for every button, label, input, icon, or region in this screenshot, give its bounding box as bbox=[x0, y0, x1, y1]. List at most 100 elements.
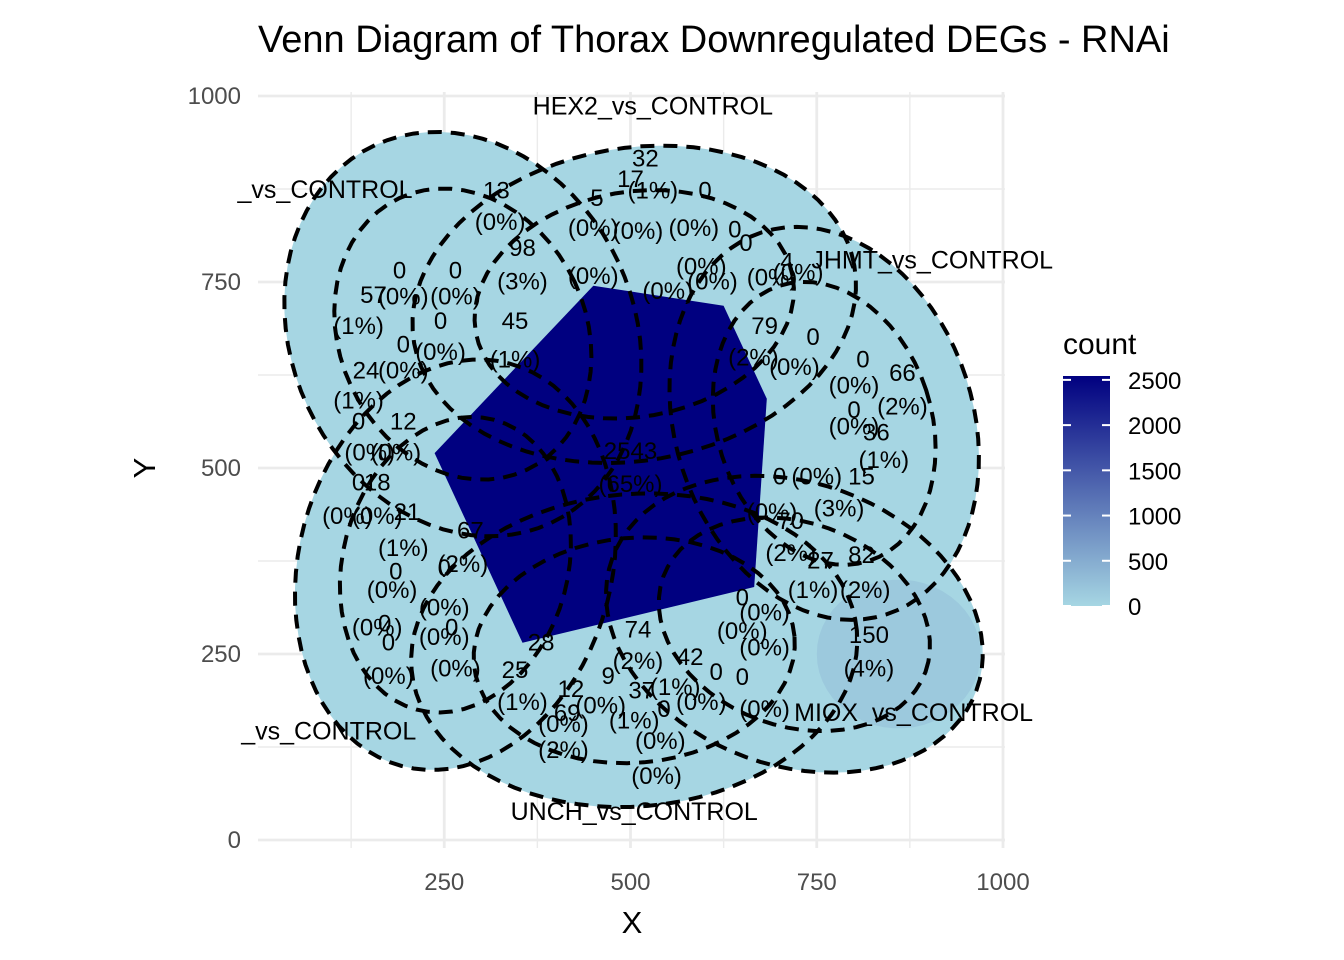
y-tick-label: 250 bbox=[201, 641, 241, 668]
venn-cell-label: (0%) bbox=[475, 209, 526, 236]
venn-cell-label: (0%) bbox=[631, 763, 682, 790]
venn-cell-label: 0 bbox=[709, 659, 722, 686]
legend-tick-label: 2000 bbox=[1128, 413, 1181, 440]
venn-cell-label: 12 bbox=[558, 676, 585, 703]
venn-cell-label: 0 bbox=[856, 347, 869, 374]
x-tick-label: 500 bbox=[610, 869, 650, 896]
venn-cell-label: (0%) bbox=[370, 440, 421, 467]
x-tick-label: 750 bbox=[797, 869, 837, 896]
venn-cell-label: (0%) bbox=[773, 260, 824, 287]
venn-set-outline bbox=[410, 143, 858, 466]
venn-cell-label: 0 bbox=[728, 216, 741, 243]
venn-cell-label: (0%) bbox=[363, 663, 414, 690]
venn-set-label: JHMT_vs_CONTROL bbox=[811, 247, 1053, 275]
venn-cell-label: 69 bbox=[554, 700, 581, 727]
venn-cell-label: (0%) bbox=[378, 358, 429, 385]
venn-set-outline-inner bbox=[337, 414, 573, 715]
venn-cell-label: (2%) bbox=[613, 648, 664, 675]
venn-cell-label: (2%) bbox=[438, 551, 489, 578]
venn-set-outline-inner bbox=[332, 186, 594, 482]
venn-cell-label: (2%) bbox=[840, 577, 891, 604]
venn-set-label: UNCH_vs_CONTROL bbox=[511, 798, 758, 826]
y-tick-label: 500 bbox=[201, 455, 241, 482]
venn-cell-label: (0%) bbox=[739, 600, 790, 627]
venn-cell-label: (1%) bbox=[858, 447, 909, 474]
venn-cell-label: (0%) bbox=[568, 215, 619, 242]
venn-cell-label: 15 bbox=[848, 463, 875, 490]
venn-cell-label: 28 bbox=[528, 629, 555, 656]
venn-cell-label: 0 bbox=[382, 629, 395, 656]
venn-cell-label: 0 bbox=[378, 611, 391, 638]
venn-set-outline bbox=[667, 224, 981, 622]
venn-cell-label: (1%) bbox=[628, 178, 679, 205]
venn-cell-label: 5 bbox=[590, 185, 603, 212]
venn-cell-label: (0%) bbox=[676, 254, 727, 281]
venn-cell-label: (0%) bbox=[687, 268, 738, 295]
venn-cell-label: 0 bbox=[397, 332, 410, 359]
venn-cell-label: (0%) bbox=[829, 373, 880, 400]
y-axis-title: Y bbox=[127, 458, 162, 479]
venn-cell-label: 0 bbox=[736, 585, 749, 612]
venn-cell-label: (2%) bbox=[538, 737, 589, 764]
venn-cell-label: (0%) bbox=[568, 263, 619, 290]
venn-cell-label: 21 bbox=[394, 499, 421, 526]
venn-set-outline-inner bbox=[710, 279, 938, 567]
venn-cell-label: 25 bbox=[502, 657, 529, 684]
venn-cell-label: (1%) bbox=[497, 689, 548, 716]
venn-cell-label: 13 bbox=[483, 178, 510, 205]
venn-set-outline-inner bbox=[657, 515, 932, 734]
venn-cell-label: (0%) bbox=[352, 503, 403, 530]
venn-cell-label: (0%) bbox=[344, 440, 395, 467]
venn-cell-label: 0 bbox=[773, 463, 786, 490]
venn-cell-label: (0%) bbox=[829, 414, 880, 441]
venn-cell-label: 37 bbox=[628, 678, 655, 705]
venn-cell-label: 0 bbox=[352, 469, 365, 496]
venn-cell-label: (1%) bbox=[650, 674, 701, 701]
legend-tick-label: 1000 bbox=[1128, 504, 1181, 531]
venn-cell-label: 70 bbox=[777, 508, 804, 535]
venn-cell-label: (1%) bbox=[609, 707, 660, 734]
venn-set-label: MIOX_vs_CONTROL bbox=[794, 699, 1033, 727]
venn-set-outline bbox=[282, 129, 644, 539]
venn-cell-label: 82 bbox=[848, 542, 875, 569]
venn-cell-label: (0%) bbox=[415, 339, 466, 366]
venn-cell-label: 32 bbox=[632, 146, 659, 173]
venn-cell-label: 0 bbox=[438, 555, 451, 582]
venn-cell-label: 0 bbox=[393, 257, 406, 284]
venn-cell-label: (1%) bbox=[378, 535, 429, 562]
venn-cell-label: (0%) bbox=[419, 624, 470, 651]
venn-cell-label: 0 bbox=[847, 397, 860, 424]
venn-cell-label: 0 bbox=[739, 230, 752, 257]
venn-cell-label: 0 bbox=[445, 614, 458, 641]
venn-cell-label: (0%) bbox=[322, 503, 373, 530]
venn-cell-label: 36 bbox=[863, 419, 890, 446]
venn-cell-label: (0%) bbox=[352, 614, 403, 641]
venn-cell-label: (1%) bbox=[788, 577, 839, 604]
venn-set-outline bbox=[292, 357, 618, 772]
venn-cell-label: (0%) bbox=[668, 215, 719, 242]
venn-cell-label: 0 bbox=[352, 408, 365, 435]
x-axis-title: X bbox=[622, 905, 643, 940]
venn-cell-label: (0%) bbox=[430, 655, 481, 682]
y-tick-label: 0 bbox=[228, 827, 241, 854]
venn-cell-label: (4%) bbox=[844, 655, 895, 682]
venn-cell-label: 4 bbox=[780, 248, 793, 275]
venn-cell-label: (0%) bbox=[575, 693, 626, 720]
venn-cell-label: (0%) bbox=[378, 283, 429, 310]
venn-cell-label: 0 bbox=[698, 178, 711, 205]
venn-cell-label: 45 bbox=[502, 308, 529, 335]
venn-cell-label: (0%) bbox=[739, 634, 790, 661]
y-tick-label: 1000 bbox=[188, 83, 241, 110]
venn-set-label: HEX2_vs_CONTROL bbox=[533, 93, 773, 121]
legend-title: count bbox=[1063, 328, 1137, 361]
venn-set-outline bbox=[604, 473, 985, 775]
venn-region-fill bbox=[816, 579, 981, 729]
venn-cell-label: 0 bbox=[657, 696, 670, 723]
venn-cell-label: (0%) bbox=[769, 354, 820, 381]
x-tick-label: 250 bbox=[424, 869, 464, 896]
venn-cell-label: 67 bbox=[457, 518, 484, 545]
legend-ticks: 2500 2000 1500 1000 500 0 bbox=[1063, 368, 1181, 621]
venn-cell-label: (0%) bbox=[419, 594, 470, 621]
venn-cell-label: 0 bbox=[449, 257, 462, 284]
venn-set-label: _vs_CONTROL bbox=[240, 718, 416, 746]
